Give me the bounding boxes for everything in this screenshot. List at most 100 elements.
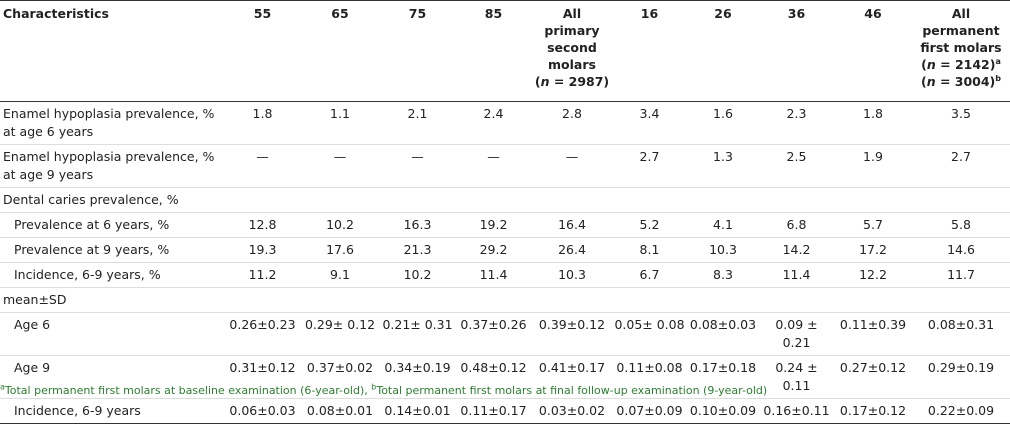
header-line: permanent [914, 22, 1008, 39]
header-text: 65 [331, 6, 349, 21]
cell: 1.8 [225, 101, 300, 145]
cell: 0.11±0.08 [612, 355, 687, 399]
footnote-text: Total permanent first molars at final fo… [376, 384, 768, 397]
cell [380, 287, 455, 313]
cell [912, 287, 1010, 313]
header-text: = 2142) [935, 57, 996, 72]
cell: 11.7 [912, 262, 1010, 288]
cell: 9.1 [300, 262, 380, 288]
header-line: All [914, 5, 1008, 22]
header-n: n [540, 74, 550, 89]
cell: 14.2 [759, 237, 834, 263]
cell: 6.7 [612, 262, 687, 288]
header-line: (n = 2142)a [914, 56, 1008, 73]
header-text: 55 [253, 6, 272, 21]
header-line: 36 [761, 5, 832, 22]
row-label: Prevalence at 6 years, % [0, 212, 225, 238]
cell: 14.6 [912, 237, 1010, 263]
cell: 0.29±0.19 [912, 355, 1010, 399]
cell [225, 287, 300, 313]
cell: 10.2 [380, 262, 455, 288]
cell: 19.2 [455, 212, 532, 238]
table-row: mean±SD [0, 287, 1010, 313]
table-row: Dental caries prevalence, % [0, 187, 1010, 213]
header-text: All [562, 6, 582, 21]
header-text: All [951, 6, 971, 21]
cell: 0.27±0.12 [834, 355, 912, 399]
cell: 3.5 [912, 101, 1010, 145]
cell: 0.37±0.02 [300, 355, 380, 399]
header-line: 55 [227, 5, 298, 22]
cell: 8.1 [612, 237, 687, 263]
cell [532, 287, 612, 313]
cell: 0.22±0.09 [912, 398, 1010, 424]
cell [532, 187, 612, 213]
cell: 0.07±0.09 [612, 398, 687, 424]
header-cell: 55 [225, 0, 300, 102]
cell: 10.2 [300, 212, 380, 238]
cell: 1.8 [834, 101, 912, 145]
header-row: Characteristics 55 65 75 85 All primary second m… [0, 0, 1010, 102]
cell: 0.41±0.17 [532, 355, 612, 399]
header-text: second [547, 40, 597, 55]
footnote-mark: a [0, 382, 5, 392]
header-text: 36 [787, 6, 806, 21]
cell: 5.7 [834, 212, 912, 238]
cell [834, 287, 912, 313]
header-cell: All permanent first molars (n = 2142)a (n = … [912, 0, 1010, 102]
row-label-line: Dental caries prevalence, % [3, 192, 179, 207]
cell [300, 187, 380, 213]
table-row: Enamel hypoplasia prevalence, % at age 6 … [0, 101, 1010, 145]
header-cell: 85 [455, 0, 532, 102]
header-line: (n = 2987) [534, 73, 610, 90]
cell: 2.8 [532, 101, 612, 145]
cell: 19.3 [225, 237, 300, 263]
header-line: molars [534, 56, 610, 73]
row-label-line: Age 6 [14, 317, 51, 332]
cell: 2.7 [912, 144, 1010, 188]
cell: 12.8 [225, 212, 300, 238]
cell [759, 287, 834, 313]
footnote: aTotal permanent first molars at baselin… [0, 382, 768, 397]
cell [912, 187, 1010, 213]
footnote-mark: a [995, 56, 1001, 66]
header-text: first molars [920, 40, 1002, 55]
cell: 16.4 [532, 212, 612, 238]
row-label-line: Prevalence at 6 years, % [14, 217, 170, 232]
header-text: 26 [714, 6, 732, 21]
cell: 11.4 [455, 262, 532, 288]
row-label-line: at age 6 years [3, 124, 94, 139]
cell: 0.05± 0.08 [612, 312, 687, 356]
row-label: Prevalence at 9 years, % [0, 237, 225, 263]
cell [225, 187, 300, 213]
header-n: n [926, 74, 936, 89]
header-line: 75 [382, 5, 453, 22]
header-text: ( [534, 74, 541, 89]
cell: 0.08±0.01 [300, 398, 380, 424]
cell: 8.3 [687, 262, 759, 288]
cell: 29.2 [455, 237, 532, 263]
header-text: 85 [484, 6, 503, 21]
header-cell: Characteristics [0, 0, 225, 102]
cell: 5.8 [912, 212, 1010, 238]
cell: 12.2 [834, 262, 912, 288]
header-cell: 65 [300, 0, 380, 102]
header-text: 46 [864, 6, 882, 21]
header-line: second [534, 39, 610, 56]
cell: — [300, 144, 380, 188]
cell [380, 187, 455, 213]
cell: 2.7 [612, 144, 687, 188]
cell: — [380, 144, 455, 188]
table-row: Prevalence at 9 years, % 19.3 17.6 21.3 29.2… [0, 237, 1010, 263]
header-n: n [926, 57, 936, 72]
header-cell: 46 [834, 0, 912, 102]
cell: 0.39±0.12 [532, 312, 612, 356]
header-line: 46 [836, 5, 910, 22]
row-label: Dental caries prevalence, % [0, 187, 225, 213]
cell: 4.1 [687, 212, 759, 238]
cell: 2.5 [759, 144, 834, 188]
cell: 0.03±0.02 [532, 398, 612, 424]
cell: 0.11±0.39 [834, 312, 912, 356]
